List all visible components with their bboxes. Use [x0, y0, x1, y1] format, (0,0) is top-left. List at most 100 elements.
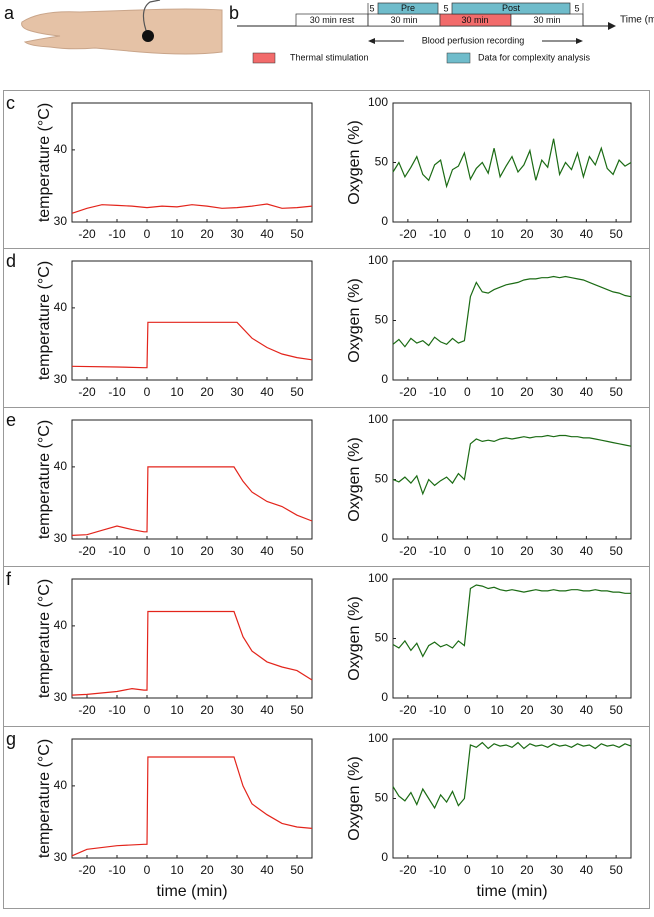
x-tick-label: 0 — [464, 544, 471, 558]
x-tick-label: -10 — [429, 227, 447, 241]
x-tick-label: 40 — [580, 863, 594, 877]
panel-label: g — [6, 729, 16, 749]
data-line — [71, 203, 313, 214]
y-tick-label: 30 — [54, 372, 68, 386]
y-tick-label: 100 — [368, 412, 388, 426]
legend-swatch — [446, 52, 471, 64]
y-axis-label: Oxygen (%) — [346, 278, 363, 362]
segment — [451, 2, 571, 15]
x-tick-label: -10 — [429, 703, 447, 717]
y-tick-label: 50 — [375, 313, 389, 327]
plot-frame — [71, 578, 313, 699]
x-tick-label: 0 — [144, 227, 151, 241]
x-tick-label: 20 — [520, 863, 534, 877]
x-tick-label: -10 — [429, 863, 447, 877]
x-tick-label: 40 — [580, 227, 594, 241]
x-tick-label: 30 — [230, 227, 244, 241]
marker-label: 5 — [369, 3, 374, 13]
data-line — [71, 466, 313, 536]
y-tick-label: 30 — [54, 850, 68, 864]
y-axis-label: Oxygen (%) — [346, 596, 363, 680]
y-tick-label: 30 — [54, 531, 68, 545]
x-tick-label: 50 — [609, 227, 623, 241]
segment — [377, 2, 439, 15]
x-tick-label: 50 — [609, 544, 623, 558]
x-tick-label: 20 — [200, 863, 214, 877]
x-tick-label: 50 — [290, 544, 304, 558]
x-tick-label: 10 — [170, 385, 184, 399]
x-tick-label: 0 — [144, 863, 151, 877]
plot-frame — [392, 102, 632, 223]
segment-label: 30 min — [461, 15, 488, 25]
y-axis-label: temperature (°C) — [36, 103, 53, 222]
y-tick-label: 0 — [381, 531, 388, 545]
x-tick-label: -20 — [399, 703, 417, 717]
x-tick-label: 20 — [520, 385, 534, 399]
x-tick-label: 50 — [290, 703, 304, 717]
x-tick-label: -10 — [108, 544, 126, 558]
x-tick-label: 20 — [520, 703, 534, 717]
data-line — [392, 138, 632, 189]
x-tick-label: 10 — [170, 863, 184, 877]
y-tick-label: 100 — [368, 95, 388, 109]
x-tick-label: 10 — [170, 227, 184, 241]
x-tick-label: 0 — [464, 703, 471, 717]
x-tick-label: 0 — [144, 385, 151, 399]
y-tick-label: 100 — [368, 571, 388, 585]
x-tick-label: 40 — [580, 544, 594, 558]
x-tick-label: 20 — [520, 544, 534, 558]
x-tick-label: -20 — [399, 227, 417, 241]
x-tick-label: 50 — [290, 385, 304, 399]
x-tick-label: 40 — [260, 385, 274, 399]
label-bg — [404, 35, 542, 47]
data-line — [392, 434, 632, 496]
x-tick-label: 10 — [490, 227, 504, 241]
axis-label: Time (min) — [620, 15, 654, 26]
y-tick-label: 50 — [375, 791, 389, 805]
data-line — [392, 584, 631, 658]
x-tick-label: -10 — [429, 544, 447, 558]
x-tick-label: -20 — [399, 385, 417, 399]
plot-frame — [392, 260, 632, 381]
legend-swatch — [252, 52, 276, 64]
x-tick-label: 50 — [609, 385, 623, 399]
data-line — [71, 756, 313, 857]
x-tick-label: -10 — [108, 863, 126, 877]
x-tick-label: 40 — [580, 703, 594, 717]
y-axis-label: Oxygen (%) — [346, 120, 363, 204]
segment-label: 30 min — [390, 15, 417, 25]
y-tick-label: 30 — [54, 690, 68, 704]
span-label: Blood perfusion recording — [422, 35, 525, 45]
plot-frame — [71, 419, 313, 540]
x-tick-label: 20 — [520, 227, 534, 241]
arm-illustration — [21, 8, 223, 55]
x-tick-label: 30 — [550, 863, 564, 877]
x-tick-label: 30 — [230, 863, 244, 877]
x-tick-label: 0 — [464, 385, 471, 399]
segment-label: Pre — [401, 3, 415, 13]
y-tick-label: 40 — [54, 618, 68, 632]
data-line — [71, 610, 313, 696]
plot-frame — [392, 578, 632, 699]
panel-label: d — [6, 251, 16, 271]
x-tick-label: -20 — [78, 863, 96, 877]
x-tick-label: -10 — [429, 385, 447, 399]
axis-arrow — [608, 22, 616, 30]
y-axis-label: temperature (°C) — [36, 261, 53, 380]
plot-frame — [71, 102, 313, 223]
panel-frame — [3, 90, 650, 909]
x-tick-label: 0 — [464, 227, 471, 241]
x-tick-label: 30 — [550, 703, 564, 717]
y-tick-label: 40 — [54, 459, 68, 473]
x-axis-label: time (min) — [476, 883, 547, 900]
panel-label: a — [4, 3, 15, 23]
x-tick-label: 10 — [490, 703, 504, 717]
x-tick-label: 0 — [464, 863, 471, 877]
y-tick-label: 50 — [375, 155, 389, 169]
y-tick-label: 0 — [381, 372, 388, 386]
timeline: 30 min rest 5 Pre 30 min 5 Post 30 min 3… — [237, 2, 654, 64]
y-tick-label: 40 — [54, 300, 68, 314]
x-tick-label: 30 — [550, 227, 564, 241]
x-tick-label: 30 — [550, 544, 564, 558]
